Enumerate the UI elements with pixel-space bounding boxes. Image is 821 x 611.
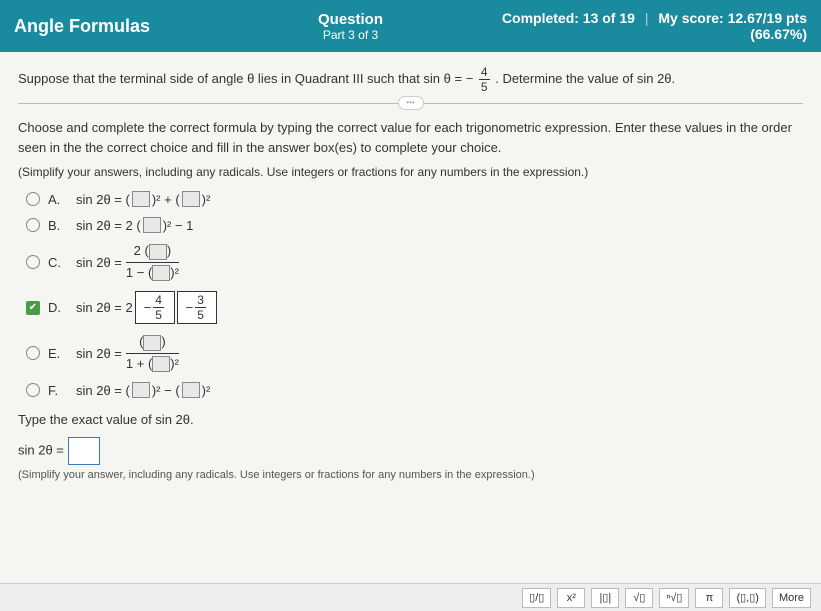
option-e[interactable]: E. sin 2θ = () 1 + ()² xyxy=(26,334,803,372)
answer-box[interactable] xyxy=(182,382,200,398)
answer-box[interactable] xyxy=(143,217,161,233)
option-math: sin 2θ = () 1 + ()² xyxy=(76,334,181,372)
prompt-after: . Determine the value of sin 2θ. xyxy=(495,71,675,86)
answer-box[interactable] xyxy=(152,356,170,372)
collapse-handle-icon[interactable]: ••• xyxy=(398,96,424,110)
answer-box-filled[interactable]: − 4 5 xyxy=(135,291,175,324)
answer-prompt: Type the exact value of sin 2θ. xyxy=(18,412,803,427)
frac-sign: − xyxy=(466,71,474,86)
toolbar-abs-button[interactable]: |▯| xyxy=(591,588,619,608)
instructions-note: (Simplify your answers, including any ra… xyxy=(18,165,803,179)
answer-note: (Simplify your answer, including any rad… xyxy=(18,469,803,481)
option-math: sin 2θ = 2 ()² − 1 xyxy=(76,217,193,233)
option-b[interactable]: B. sin 2θ = 2 ()² − 1 xyxy=(26,217,803,233)
option-math: sin 2θ = ()² + ()² xyxy=(76,191,210,207)
option-math: sin 2θ = 2 () 1 − ()² xyxy=(76,243,181,281)
separator: | xyxy=(645,10,649,26)
content-area: Suppose that the terminal side of angle … xyxy=(0,52,821,489)
toolbar-nroot-button[interactable]: ⁿ√▯ xyxy=(659,588,689,608)
toolbar-more-button[interactable]: More xyxy=(772,588,811,608)
option-a[interactable]: A. sin 2θ = ()² + ()² xyxy=(26,191,803,207)
option-label: E. xyxy=(48,346,68,361)
fraction: 2 () 1 − ()² xyxy=(126,243,179,281)
option-label: F. xyxy=(48,383,68,398)
option-label: B. xyxy=(48,218,68,233)
fraction: 3 5 xyxy=(195,294,206,321)
answer-box-filled[interactable]: − 3 5 xyxy=(177,291,217,324)
option-d[interactable]: ✔ D. sin 2θ = 2 − 4 5 − 3 5 xyxy=(26,291,803,324)
check-icon: ✔ xyxy=(26,301,40,315)
header-bar: Angle Formulas Question Part 3 of 3 Comp… xyxy=(0,0,821,52)
option-label: D. xyxy=(48,300,68,315)
completed-value: 13 of 19 xyxy=(583,10,635,26)
toolbar-fraction-button[interactable]: ▯/▯ xyxy=(522,588,551,608)
prompt-before: Suppose that the terminal side of angle … xyxy=(18,71,466,86)
option-label: A. xyxy=(48,192,68,207)
radio-icon[interactable] xyxy=(26,346,40,360)
score-label: My score: xyxy=(658,10,723,26)
option-f[interactable]: F. sin 2θ = ()² − ()² xyxy=(26,382,803,398)
option-c[interactable]: C. sin 2θ = 2 () 1 − ()² xyxy=(26,243,803,281)
radio-icon[interactable] xyxy=(26,255,40,269)
radio-icon[interactable] xyxy=(26,383,40,397)
prompt-fraction: 4 5 xyxy=(479,66,490,93)
question-label: Question xyxy=(214,11,487,28)
toolbar-pi-button[interactable]: π xyxy=(695,588,723,608)
toolbar-exponent-button[interactable]: x² xyxy=(557,588,585,608)
answer-lhs: sin 2θ = xyxy=(18,443,64,458)
final-answer-input[interactable] xyxy=(68,437,100,465)
radio-icon[interactable] xyxy=(26,218,40,232)
math-toolbar: ▯/▯ x² |▯| √▯ ⁿ√▯ π (▯,▯) More xyxy=(0,583,821,611)
answer-row: sin 2θ = xyxy=(18,437,803,465)
answer-box[interactable] xyxy=(132,382,150,398)
option-math: sin 2θ = 2 − 4 5 − 3 5 xyxy=(76,291,217,324)
answer-box[interactable] xyxy=(182,191,200,207)
fraction: 4 5 xyxy=(153,294,164,321)
frac-num: 4 xyxy=(479,66,490,80)
fraction: () 1 + ()² xyxy=(126,334,179,372)
answer-box[interactable] xyxy=(149,244,167,260)
option-math: sin 2θ = ()² − ()² xyxy=(76,382,210,398)
score-area: Completed: 13 of 19 | My score: 12.67/19… xyxy=(487,10,807,42)
score-value: 12.67/19 pts (66.67%) xyxy=(728,10,807,42)
toolbar-sqrt-button[interactable]: √▯ xyxy=(625,588,653,608)
completed-label: Completed: xyxy=(502,10,579,26)
question-prompt: Suppose that the terminal side of angle … xyxy=(18,66,803,93)
assignment-title: Angle Formulas xyxy=(14,16,214,37)
part-label: Part 3 of 3 xyxy=(214,28,487,42)
option-label: C. xyxy=(48,255,68,270)
toolbar-parens-button[interactable]: (▯,▯) xyxy=(729,588,766,608)
final-answer-section: Type the exact value of sin 2θ. sin 2θ =… xyxy=(18,412,803,481)
answer-box[interactable] xyxy=(152,265,170,281)
options-group: A. sin 2θ = ()² + ()² B. sin 2θ = 2 ()² … xyxy=(26,191,803,398)
question-indicator: Question Part 3 of 3 xyxy=(214,11,487,42)
radio-icon[interactable] xyxy=(26,192,40,206)
answer-box[interactable] xyxy=(132,191,150,207)
answer-box[interactable] xyxy=(143,335,161,351)
frac-den: 5 xyxy=(479,80,490,93)
instructions-text: Choose and complete the correct formula … xyxy=(18,118,803,157)
